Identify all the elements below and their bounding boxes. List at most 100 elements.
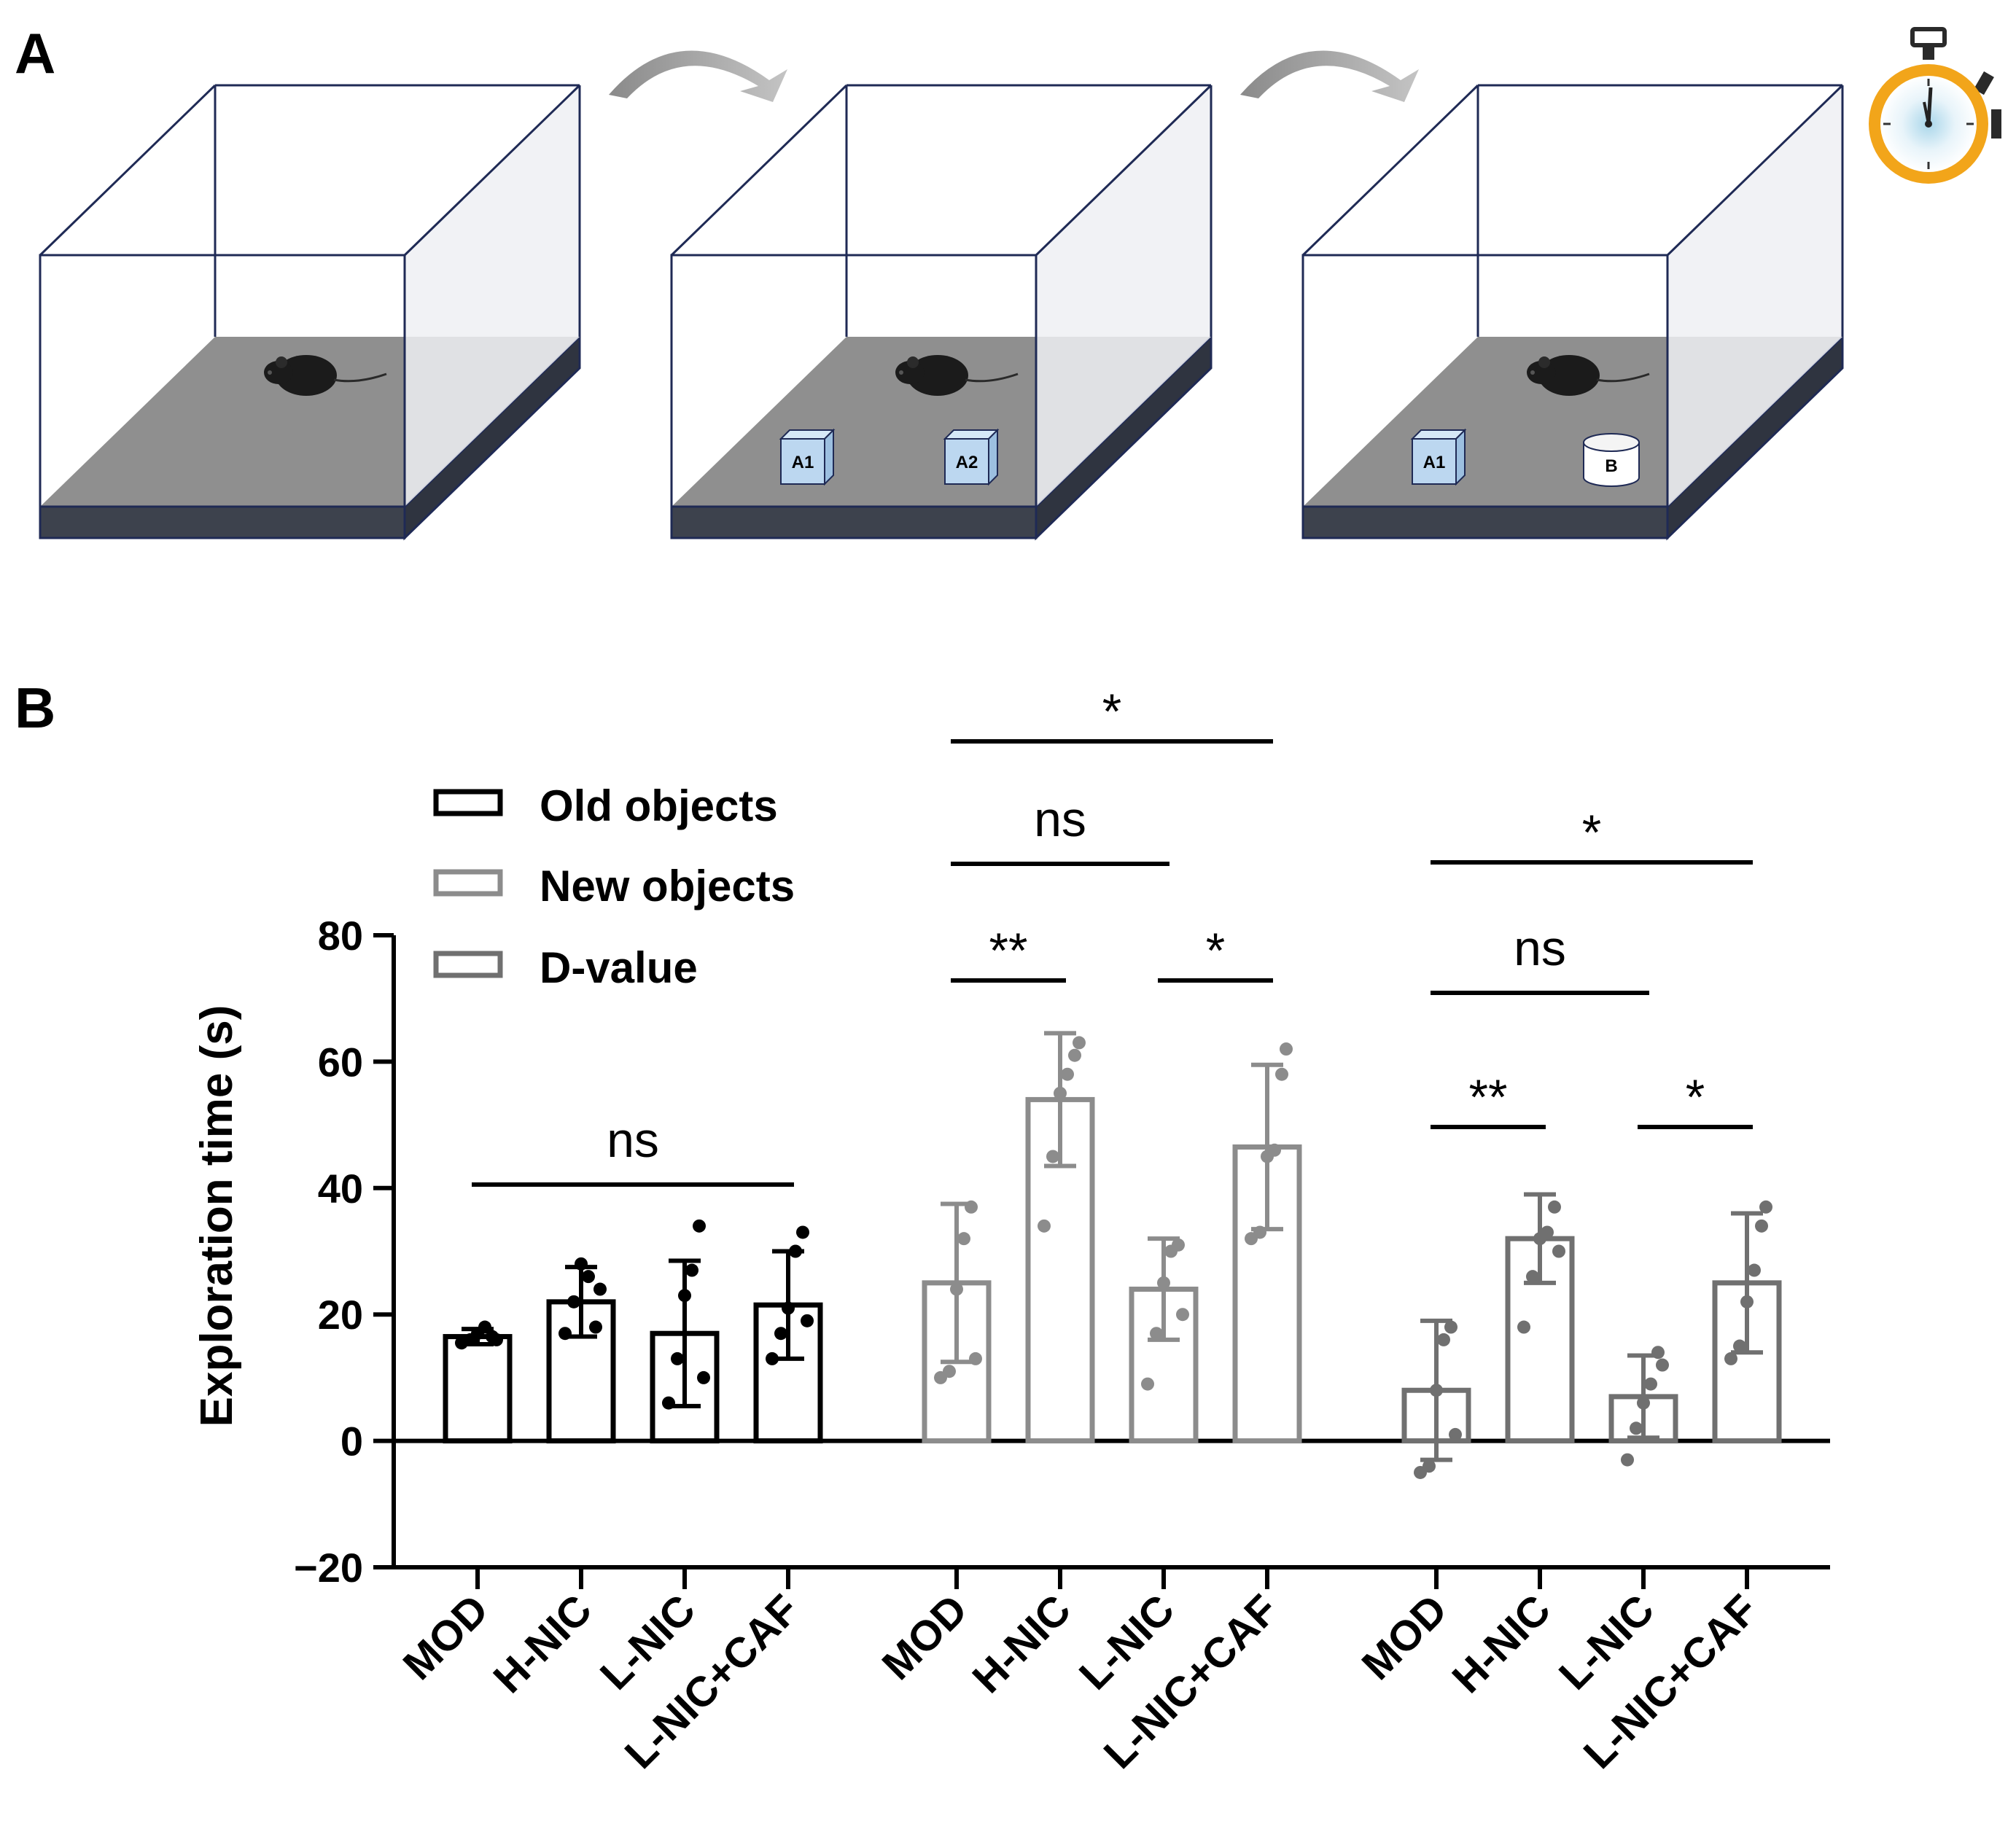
y-tick-label: 60 (318, 1039, 363, 1085)
data-point (943, 1365, 956, 1378)
legend-swatch (433, 951, 503, 978)
panel-label-a: A (15, 21, 55, 85)
data-point (957, 1232, 970, 1246)
data-point (1275, 1067, 1288, 1081)
data-point (593, 1282, 607, 1296)
data-point (1061, 1067, 1074, 1081)
significance-label: * (1686, 1069, 1705, 1125)
data-point (685, 1263, 698, 1277)
data-point (789, 1244, 802, 1258)
curved-arrow-icon (1240, 50, 1419, 102)
object-a1-cube: A1 (779, 428, 836, 486)
data-point (1073, 1036, 1086, 1050)
data-point (1046, 1150, 1059, 1163)
significance-label: * (1206, 923, 1225, 978)
x-tick-label: H-NIC (484, 1586, 601, 1702)
data-point (1755, 1219, 1768, 1233)
data-point (478, 1320, 491, 1334)
panel-a-diagram: A1 A2 (39, 27, 2001, 541)
data-point (1748, 1263, 1761, 1277)
data-point (1068, 1048, 1081, 1062)
significance-label: ns (1514, 921, 1566, 976)
data-point (693, 1219, 706, 1233)
y-tick-label: 20 (318, 1292, 363, 1338)
significance-label: * (1102, 684, 1121, 739)
data-point (1038, 1219, 1051, 1233)
data-point (1517, 1320, 1530, 1334)
data-point (589, 1320, 602, 1334)
data-point (965, 1200, 978, 1214)
y-tick-label: 40 (318, 1166, 363, 1212)
data-point (1280, 1042, 1293, 1056)
curved-arrow-icon (609, 50, 787, 102)
data-point (1552, 1244, 1565, 1258)
object-b-label: B (1605, 456, 1617, 476)
mouse-icon (1527, 355, 1650, 396)
object-a1-label: A1 (792, 453, 814, 472)
data-point (796, 1225, 809, 1239)
legend-label: New objects (540, 862, 795, 910)
data-point (697, 1370, 710, 1384)
x-tick-label: MOD (394, 1586, 498, 1689)
object-a1-cube: A1 (1410, 428, 1467, 486)
data-point (1268, 1143, 1281, 1157)
data-point (582, 1270, 595, 1284)
data-point (559, 1327, 572, 1341)
data-point (1430, 1384, 1443, 1397)
cage-1 (39, 84, 581, 541)
significance-brackets: ns** *ns*** *ns* (472, 684, 1753, 1187)
data-point (1630, 1421, 1643, 1435)
data-point (1437, 1333, 1450, 1346)
data-point (1621, 1453, 1634, 1467)
cage-3: A1 B (1301, 84, 1844, 541)
data-point (662, 1396, 675, 1410)
legend-label: D-value (540, 943, 698, 992)
significance-label: ns (1034, 792, 1086, 847)
object-a2-cube: A2 (943, 428, 1000, 486)
data-point (1526, 1270, 1539, 1284)
data-point (1444, 1320, 1457, 1334)
x-tick-label: MOD (1353, 1586, 1457, 1689)
significance-label: ** (1469, 1069, 1508, 1125)
mouse-icon (895, 355, 1019, 396)
legend-swatch (433, 869, 503, 897)
data-point (575, 1257, 588, 1271)
data-point (1172, 1238, 1185, 1252)
mouse-icon (264, 355, 387, 396)
data-point (1253, 1225, 1266, 1239)
x-tick-label: H-NIC (963, 1586, 1080, 1702)
legend-swatch (433, 789, 503, 816)
data-point (774, 1327, 787, 1341)
data-point (1541, 1225, 1554, 1239)
error-bars (462, 1031, 1763, 1462)
data-point (1423, 1459, 1436, 1473)
data-point (1651, 1346, 1665, 1360)
y-tick-label: 0 (340, 1419, 363, 1464)
data-point (950, 1282, 963, 1296)
data-point (801, 1314, 814, 1327)
significance-label: ** (989, 923, 1028, 978)
x-tick-label: MOD (873, 1586, 977, 1689)
significance-label: ns (607, 1112, 659, 1168)
data-point (1644, 1377, 1657, 1391)
data-point (1740, 1295, 1754, 1308)
data-point (1449, 1427, 1462, 1441)
stopwatch-icon (1869, 27, 2001, 184)
y-tick-label: 80 (318, 913, 363, 959)
y-tick-label: −20 (294, 1545, 363, 1591)
data-point (671, 1352, 684, 1365)
data-point (1157, 1276, 1170, 1290)
data-point (1150, 1327, 1163, 1341)
axes: −20 0 20 40 60 80 (294, 913, 1830, 1591)
significance-label: * (1582, 805, 1601, 860)
data-point (969, 1352, 982, 1365)
data-point (678, 1289, 691, 1303)
data-point (1637, 1396, 1650, 1410)
data-point (782, 1301, 795, 1315)
data-points (455, 1036, 1772, 1479)
bar (443, 1334, 513, 1444)
legend: Old objects New objects D-value (433, 781, 795, 992)
